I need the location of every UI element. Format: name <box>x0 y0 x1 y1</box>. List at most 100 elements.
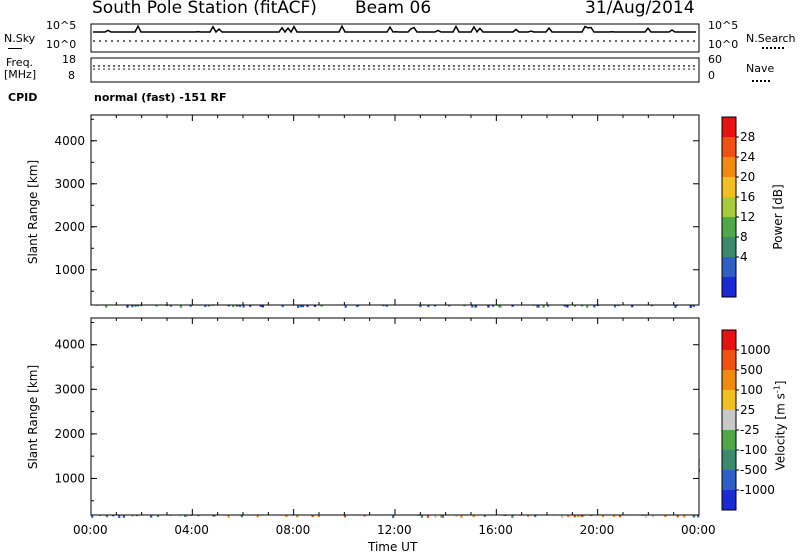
freq-dot <box>583 65 585 67</box>
nave-dot <box>328 68 330 70</box>
nave-dot <box>618 68 620 70</box>
freq-dot <box>643 65 645 67</box>
freq-dot <box>483 65 485 67</box>
freq-dot <box>243 65 245 67</box>
freq-dot <box>263 65 265 67</box>
data-cell <box>179 304 183 308</box>
nsearch-dot <box>237 40 239 42</box>
date-label: 31/Aug/2014 <box>585 0 695 18</box>
freq-dot <box>403 65 405 67</box>
nave-dot <box>138 68 140 70</box>
data-cell <box>487 304 490 308</box>
freq-dot <box>343 65 345 67</box>
data-cell <box>441 514 444 518</box>
nsearch-dot <box>291 40 293 42</box>
nsearch-dot <box>495 40 497 42</box>
y-tick-label: 2000 <box>54 427 85 441</box>
freq-dot <box>568 65 570 67</box>
nsky-underline <box>8 48 22 49</box>
nave-dot <box>513 68 515 70</box>
data-cell <box>586 304 589 308</box>
freq-dot <box>238 65 240 67</box>
freq-dot <box>628 65 630 67</box>
nsearch-dot <box>327 40 329 42</box>
nave-label: Nave <box>746 62 775 75</box>
data-cell <box>567 514 570 518</box>
freq-dot <box>323 65 325 67</box>
freq-dot <box>338 65 340 67</box>
nsearch-dot <box>513 40 515 42</box>
nave-dot <box>308 68 310 70</box>
nsearch-dot <box>93 40 95 42</box>
nave-dot <box>378 68 380 70</box>
nave-dot <box>263 68 265 70</box>
freq-dot <box>593 65 595 67</box>
freq-dot <box>118 65 120 67</box>
colorbar-swatch <box>722 370 736 390</box>
nave-dot <box>143 68 145 70</box>
colorbar-tick-label: 24 <box>740 150 755 164</box>
nsearch-dot <box>399 40 401 42</box>
data-cell <box>105 304 108 308</box>
nave-dot <box>298 68 300 70</box>
nsearch-dot <box>525 40 527 42</box>
nave-dot <box>528 68 530 70</box>
nave-dot <box>653 68 655 70</box>
freq-dot <box>433 65 435 67</box>
nave-dot <box>318 68 320 70</box>
nsearch-dot <box>255 40 257 42</box>
nsearch-dot <box>459 40 461 42</box>
freq-dot <box>443 65 445 67</box>
freq-dot <box>258 65 260 67</box>
axes-layer: 1000 2000 3000 4000 1000 2000 3000 4000 <box>54 114 700 516</box>
nave-dot <box>693 68 695 70</box>
colorbar-tick-label: 20 <box>740 170 755 184</box>
data-cell <box>344 304 347 308</box>
freq-trace <box>93 65 695 70</box>
freq-dot <box>543 65 545 67</box>
nave-dot <box>228 68 230 70</box>
nsearch-dot <box>441 40 443 42</box>
freq-dot <box>538 65 540 67</box>
nsearch-dot <box>375 40 377 42</box>
nsearch-dot <box>477 40 479 42</box>
freq-dot <box>138 65 140 67</box>
nave-dot <box>603 68 605 70</box>
freq-dot <box>508 65 510 67</box>
freq-dot <box>398 65 400 67</box>
nave-dot <box>183 68 185 70</box>
freq-dot <box>618 65 620 67</box>
colorbar-swatch <box>722 390 736 410</box>
freq-label-2: [MHz] <box>4 68 37 81</box>
nave-dot <box>568 68 570 70</box>
power-colorbar-label: Power [dB] <box>771 184 785 250</box>
freq-dot <box>653 65 655 67</box>
nsearch-dot <box>573 40 575 42</box>
x-tick-label: 16:00 <box>478 523 513 537</box>
x-tick-label: 04:00 <box>174 523 209 537</box>
nsearch-dot <box>669 40 671 42</box>
nsearch-dot <box>117 40 119 42</box>
nave-dot <box>638 68 640 70</box>
nsearch-dot <box>453 40 455 42</box>
nsearch-bottom-tick: 10^0 <box>708 38 739 51</box>
cpid-value: normal (fast) -151 RF <box>94 91 227 104</box>
nave-dot <box>303 68 305 70</box>
nsearch-dot <box>639 40 641 42</box>
nave-dot <box>153 68 155 70</box>
nsearch-dot <box>531 40 533 42</box>
freq-dot <box>423 65 425 67</box>
freq-dot <box>148 65 150 67</box>
data-cell <box>692 514 695 518</box>
nave-dot <box>198 68 200 70</box>
nsearch-dot <box>363 40 365 42</box>
nsearch-dot <box>429 40 431 42</box>
nave-dot <box>253 68 255 70</box>
nave-dot <box>418 68 420 70</box>
freq-dot <box>548 65 550 67</box>
nave-dot <box>433 68 435 70</box>
nave-dot <box>453 68 455 70</box>
colorbar-swatch <box>722 177 736 197</box>
nsearch-dot <box>201 40 203 42</box>
nave-dot <box>333 68 335 70</box>
